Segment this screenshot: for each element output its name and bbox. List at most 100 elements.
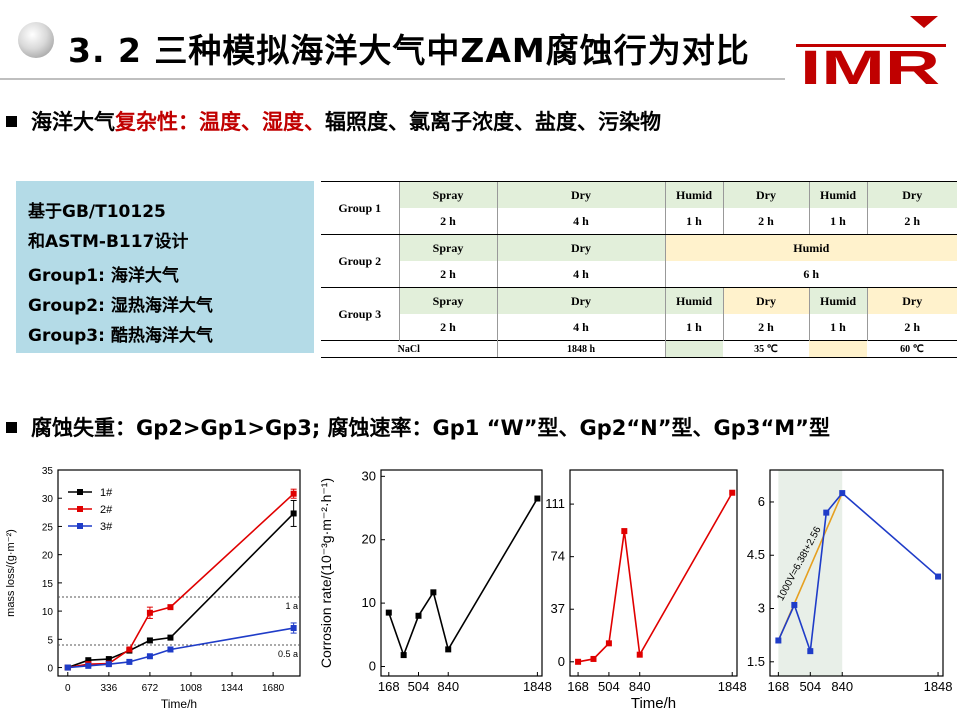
series-line [577,492,733,663]
legend-marker [77,489,83,495]
x-axis-label: Time/h [631,695,676,712]
y-tick-label: 6 [758,494,765,509]
x-tick-label: 504 [408,679,430,694]
info-line: Group3: 酷热海洋大气 [28,326,213,346]
table-row: 2 h 4 h 6 h [321,261,957,288]
x-axis-label: Time/h [161,697,197,711]
data-point [729,489,736,496]
x-tick-label: 1008 [180,683,203,694]
x-tick-label: 504 [598,679,620,694]
data-point [575,658,582,665]
table-row: 2 h 4 h 1 h 2 h 1 h 2 h [321,208,957,235]
x-tick-label: 840 [629,679,651,694]
data-point [590,655,597,662]
data-point [126,646,133,653]
x-tick-label: 0 [65,683,71,694]
data-point [605,640,612,647]
data-point [775,637,782,644]
x-tick-label: 840 [831,679,853,694]
svg-text:IMR: IMR [800,42,940,86]
y-tick-label: 20 [362,532,376,547]
page-title: 3. 2 三种模拟海洋大气中ZAM腐蚀行为对比 [68,31,750,70]
x-tick-label: 336 [101,683,118,694]
bullet-marine-complexity: 海洋大气复杂性：温度、湿度、辐照度、氯离子浓度、盐度、污染物 [6,106,661,136]
x-tick-label: 1848 [718,679,747,694]
data-point [534,495,541,502]
x-tick-label: 672 [142,683,159,694]
data-point [791,601,798,608]
x-tick-label: 1848 [924,679,953,694]
y-axis-label: mass loss/(g·m⁻²) [5,529,17,617]
y-tick-label: 10 [42,607,54,618]
x-tick-label: 1680 [262,683,285,694]
x-tick-label: 168 [768,679,790,694]
chart-rate-group1: 168 504 840 1848 0 10 20 30 Corrosion rate/(10⁻³… [318,468,552,694]
data-point [400,652,407,659]
series-line [388,498,539,658]
x-tick-label: 1848 [523,679,552,694]
y-tick-label: 5 [47,635,53,646]
design-basis-box: 基于GB/T10125 和ASTM-B117设计 Group1: 海洋大气 Gr… [16,181,314,353]
data-point [126,658,133,665]
data-point [839,490,846,497]
data-point [621,528,628,535]
reference-line-label: 1 a [285,601,298,611]
shaded-region [778,470,843,676]
bullet-corrosion-summary: 腐蚀失重：Gp2>Gp1>Gp3; 腐蚀速率：Gp1 “W”型、Gp2“N”型、… [6,412,830,442]
chart-rate-group2: 168 504 840 1848 0 37 74 111 Time/h [545,469,747,712]
y-axis-label: Corrosion rate/(10⁻³g·m⁻²·h⁻¹) [318,478,334,668]
series-line [67,512,295,669]
info-line: 和ASTM-B117设计 [28,232,189,252]
y-tick-label: 37 [551,601,565,616]
table-row: Group 2 Spray Dry Humid [321,234,957,288]
series-line [67,627,294,669]
data-point [85,662,92,669]
plot-frame [569,469,738,677]
data-point [823,509,830,516]
table-row: Group 3 Spray Dry Humid Dry Humid Dry [321,287,957,341]
y-tick-label: 25 [42,522,54,533]
plot-frame [769,469,944,677]
y-tick-label: 30 [362,468,376,483]
chart-mass-loss: 0 336 672 1008 1344 1680 0 5 10 15 20 25 30 35 1 a 0.5 … [5,466,301,711]
data-point [105,661,112,668]
x-tick-label: 504 [799,679,821,694]
y-tick-label: 35 [42,466,54,477]
data-point [807,648,814,655]
data-point [146,637,153,644]
legend-label: 3# [100,521,113,533]
y-tick-label: 0 [369,658,376,673]
plot-frame [57,469,301,677]
legend-marker [77,506,83,512]
table-row: Group 1 Spray Dry Humid Dry Humid Dry [321,181,957,235]
legend-label: 1# [100,487,113,499]
data-point [445,646,452,653]
data-point [430,589,437,596]
data-point [415,612,422,619]
data-point [935,573,942,580]
legend-label: 2# [100,504,113,516]
info-line: Group1: 海洋大气 [28,266,179,286]
y-tick-label: 20 [42,551,54,562]
title-bullet-circle [18,22,54,58]
data-point [167,604,174,611]
x-tick-label: 168 [378,679,400,694]
data-point [85,657,92,664]
y-tick-label: 0 [558,654,565,669]
group-label: Group 1 [321,181,399,235]
series-line [777,491,939,652]
title-divider [0,78,785,80]
y-tick-label: 10 [362,595,376,610]
legend-marker [77,523,83,529]
info-line: Group2: 湿热海洋大气 [28,296,213,316]
y-tick-label: 30 [42,494,54,505]
data-point [167,634,174,641]
data-point [146,653,153,660]
group-label: Group 2 [321,234,399,288]
x-tick-label: 1344 [221,683,244,694]
group-label: Group 3 [321,287,399,341]
y-tick-label: 3 [758,601,765,616]
info-line: 基于GB/T10125 [28,202,166,222]
y-tick-label: 74 [551,549,565,564]
